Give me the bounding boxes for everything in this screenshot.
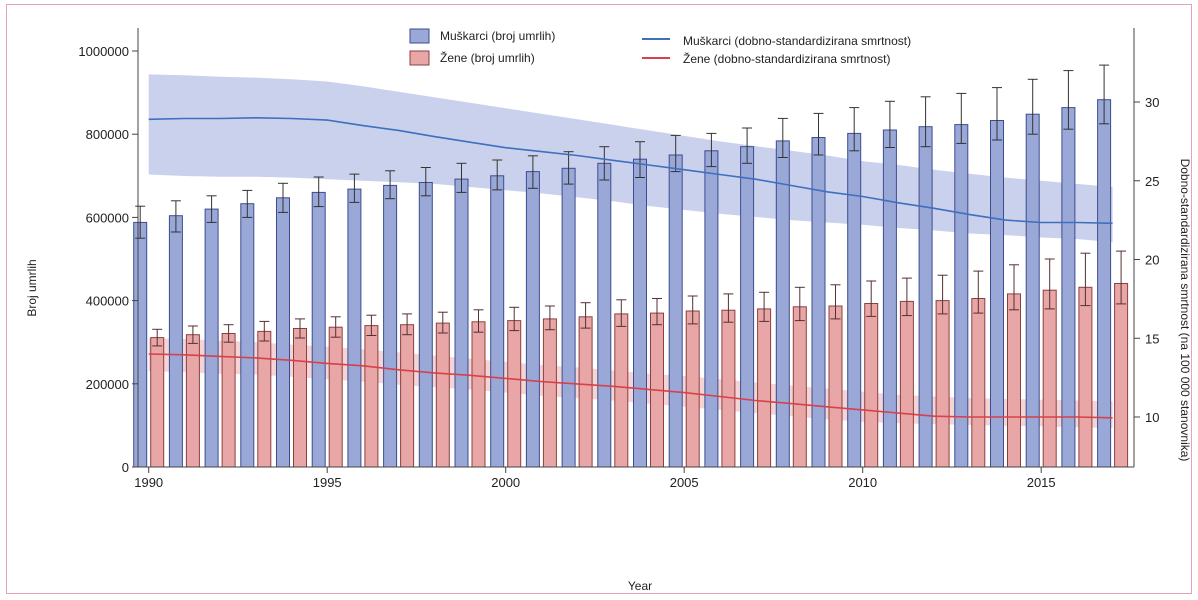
y2-tick-label-25: 25	[1145, 174, 1159, 189]
bar-women-1999	[471, 321, 486, 468]
bar-men-1995	[311, 191, 326, 468]
bar-women-2016	[1078, 286, 1093, 468]
bar-men-2006	[704, 150, 719, 468]
bar-men-2005	[668, 154, 683, 468]
bar-women-1994	[293, 328, 307, 468]
bar-women-2010	[864, 303, 879, 468]
bar-women-2002	[578, 316, 593, 468]
bar-women-2003	[614, 313, 629, 468]
bar-men-2017	[1097, 99, 1112, 468]
bar-women-2005	[685, 310, 700, 468]
bar-men-2002	[561, 167, 576, 468]
y2-axis-label: Dobno-standardizirana smrtnost (na 100 0…	[1178, 159, 1192, 462]
bar-men-1994	[276, 197, 290, 468]
bar-women-2008	[792, 306, 807, 468]
bar-women-2001	[542, 318, 557, 468]
y-tick-label-800000: 800000	[86, 127, 129, 142]
bar-men-2003	[597, 162, 612, 468]
bar-women-2014	[1007, 293, 1021, 468]
bar-women-2017	[1114, 283, 1129, 468]
chart-frame	[6, 4, 1192, 594]
x-axis-label: Year	[628, 579, 652, 593]
bar-women-2006	[721, 309, 736, 468]
y-ticks-left: 0 200000 400000 600000 800000 1000000	[78, 44, 138, 475]
bar-women-2009	[828, 305, 843, 468]
bar-men-1997	[383, 184, 398, 468]
legend: Muškarci (broj umrlih) Žene (broj umrlih…	[409, 28, 911, 66]
bar-women-2011	[899, 300, 914, 468]
y-tick-label-1000000: 1000000	[78, 44, 129, 59]
y-tick-label-400000: 400000	[86, 294, 129, 309]
bar-men-1990	[133, 221, 148, 468]
bar-men-1998	[418, 182, 433, 468]
bar-men-2004	[633, 158, 647, 468]
bar-men-2008	[775, 140, 790, 468]
bar-men-2009	[811, 137, 826, 468]
y-tick-label-600000: 600000	[86, 210, 129, 225]
y-axis-label: Broj umrlih	[25, 259, 39, 316]
bar-men-1991	[168, 215, 183, 468]
y2-tick-label-15: 15	[1145, 331, 1159, 346]
legend-label-women-bars: Žene (broj umrlih)	[440, 50, 535, 65]
y2-tick-label-10: 10	[1145, 410, 1159, 425]
women-rate-line	[148, 353, 1113, 419]
men-rate-uncertainty-band	[148, 74, 1113, 243]
bar-women-1990	[150, 337, 165, 468]
bar-men-1999	[454, 178, 469, 468]
y-tick-label-200000: 200000	[86, 377, 129, 392]
x-tick-label-2005: 2005	[670, 475, 699, 490]
bar-men-2013	[954, 124, 969, 468]
bar-men-1996	[347, 188, 362, 468]
bar-women-1996	[364, 325, 379, 468]
men-rate-line	[148, 116, 1113, 225]
bar-women-1997	[400, 324, 415, 468]
bar-women-2015	[1042, 289, 1057, 468]
bar-women-1995	[328, 326, 343, 468]
bar-women-2007	[757, 308, 772, 468]
bar-men-2016	[1061, 107, 1076, 468]
bar-women-2012	[935, 300, 950, 468]
y2-tick-label-30: 30	[1145, 95, 1159, 110]
x-tick-label-2010: 2010	[848, 475, 877, 490]
bar-women-1998	[435, 322, 450, 468]
y-ticks-right: 10 15 20 25 30	[1134, 95, 1159, 425]
x-tick-label-2000: 2000	[491, 475, 520, 490]
bar-women-1992	[221, 333, 236, 468]
line-layer	[148, 116, 1113, 419]
legend-label-men-line: Muškarci (dobno-standardizirana smrtnost…	[683, 34, 911, 48]
x-ticks: 1990 1995 2000 2005 2010 2015	[134, 467, 1056, 490]
bar-men-2015	[1025, 113, 1040, 468]
x-tick-label-2015: 2015	[1027, 475, 1056, 490]
bar-women-2000	[507, 320, 522, 468]
bar-women-1993	[257, 330, 272, 468]
bar-men-1993	[240, 203, 255, 468]
bar-men-1992	[204, 208, 219, 468]
bar-men-2014	[990, 120, 1004, 468]
y2-tick-label-20: 20	[1145, 253, 1159, 268]
bar-men-2010	[847, 132, 862, 468]
bar-men-2011	[882, 129, 897, 468]
legend-swatch-men-bars	[409, 28, 430, 44]
bar-layer	[133, 64, 1129, 468]
bar-men-2000	[490, 175, 505, 468]
legend-label-men-bars: Muškarci (broj umrlih)	[440, 29, 555, 43]
bar-men-2001	[525, 171, 540, 468]
bar-men-2007	[740, 146, 755, 468]
bar-women-2013	[971, 298, 986, 468]
legend-label-women-line: Žene (dobno-standardizirana smrtnost)	[683, 51, 890, 66]
x-tick-label-1995: 1995	[313, 475, 342, 490]
x-tick-label-1990: 1990	[134, 475, 163, 490]
y-tick-label-0: 0	[122, 460, 129, 475]
legend-swatch-women-bars	[409, 50, 430, 66]
